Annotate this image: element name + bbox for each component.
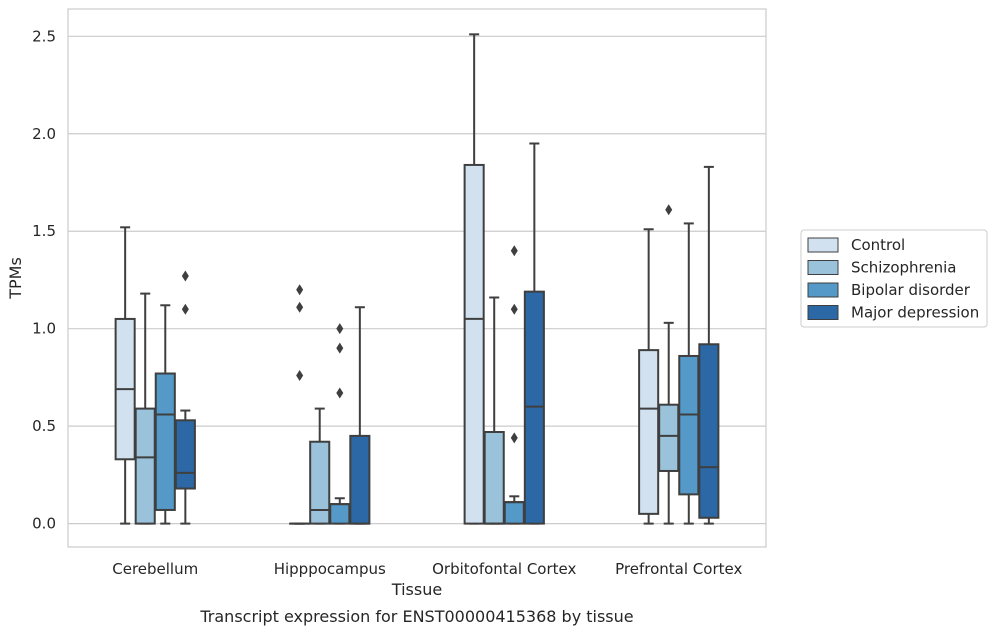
y-tick-label: 0.0 bbox=[32, 515, 56, 533]
y-tick-label: 2.5 bbox=[32, 27, 56, 45]
legend-swatch bbox=[807, 305, 839, 320]
box-group bbox=[349, 306, 371, 525]
outlier-point bbox=[510, 303, 518, 315]
legend-label: Bipolar disorder bbox=[851, 281, 971, 299]
y-axis-ticks: 0.0 0.5 1.0 1.5 2.0 2.5 bbox=[32, 27, 56, 532]
box-rect bbox=[698, 343, 720, 519]
legend-label: Control bbox=[851, 236, 905, 254]
box-group bbox=[503, 245, 525, 525]
x-axis-label: Tissue bbox=[391, 580, 442, 599]
outlier-point bbox=[296, 284, 304, 296]
x-tick-label: Cerebellum bbox=[112, 560, 198, 578]
y-tick-label: 1.5 bbox=[32, 222, 56, 240]
box-group bbox=[154, 304, 176, 525]
x-tick-label: Prefrontal Cortex bbox=[615, 560, 742, 578]
outlier-point bbox=[336, 342, 344, 354]
box-series bbox=[114, 33, 720, 525]
box-rect bbox=[309, 440, 331, 525]
box-group bbox=[134, 292, 156, 525]
chart-caption: Transcript expression for ENST0000041536… bbox=[199, 607, 633, 626]
outlier-point bbox=[181, 303, 189, 315]
legend-swatch bbox=[807, 260, 839, 275]
legend-frame bbox=[800, 229, 988, 328]
outlier-point bbox=[296, 301, 304, 313]
box-group bbox=[289, 284, 311, 525]
box-group bbox=[638, 228, 660, 525]
outlier-point bbox=[296, 369, 304, 381]
x-tick-label: Orbitofontal Cortex bbox=[432, 560, 576, 578]
box-group bbox=[678, 222, 700, 525]
box-group bbox=[114, 226, 136, 525]
legend-swatch bbox=[807, 237, 839, 253]
x-tick-label: Hipppocampus bbox=[274, 560, 386, 578]
box-group bbox=[463, 33, 485, 525]
box-rect bbox=[658, 403, 680, 472]
outlier-point bbox=[336, 323, 344, 335]
outlier-point bbox=[510, 432, 518, 444]
box-group bbox=[698, 165, 720, 525]
box-rect bbox=[483, 430, 505, 525]
outlier-point bbox=[665, 204, 673, 216]
legend-label: Schizophrenia bbox=[851, 259, 956, 277]
outlier-point bbox=[181, 270, 189, 282]
legend-label: Major depression bbox=[851, 304, 979, 322]
box-group bbox=[174, 270, 196, 525]
box-rect bbox=[329, 503, 351, 525]
legend-swatch bbox=[807, 282, 839, 298]
y-tick-label: 1.0 bbox=[32, 320, 56, 338]
box-group bbox=[523, 142, 545, 525]
box-group bbox=[329, 323, 351, 525]
x-axis-ticks: Cerebellum Hipppocampus Orbitofontal Corte… bbox=[112, 560, 742, 578]
box-group bbox=[658, 204, 680, 525]
box-rect bbox=[134, 407, 156, 525]
outlier-point bbox=[336, 387, 344, 399]
box-rect bbox=[678, 354, 700, 496]
y-tick-label: 0.5 bbox=[32, 417, 56, 435]
y-axis-label: TPMs bbox=[6, 257, 25, 300]
box-rect bbox=[463, 163, 485, 525]
y-tick-label: 2.0 bbox=[32, 125, 56, 143]
box-rect bbox=[638, 349, 660, 515]
legend: Control Schizophrenia Bipolar disorder Majo… bbox=[800, 229, 988, 328]
box-rect bbox=[174, 419, 196, 490]
box-group bbox=[309, 407, 331, 525]
box-rect bbox=[154, 372, 176, 511]
outlier-point bbox=[510, 245, 518, 257]
box-group bbox=[483, 296, 505, 525]
box-rect bbox=[503, 501, 525, 525]
box-rect bbox=[349, 434, 371, 525]
